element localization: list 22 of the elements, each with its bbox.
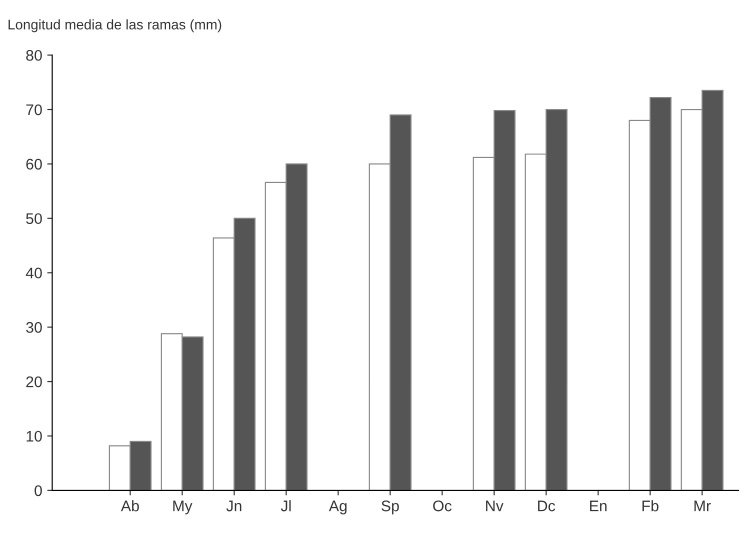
y-tick-label: 80 [26, 50, 42, 61]
x-tick-label: My [173, 500, 192, 514]
y-tick-label: 0 [34, 485, 42, 496]
y-tick-label: 70 [26, 104, 42, 116]
x-tick-label: Jl [280, 500, 291, 512]
x-tick-label: En [590, 500, 607, 512]
y-tick-label: 60 [26, 158, 42, 170]
x-tick-label: Jn [226, 500, 242, 512]
y-tick-label: 30 [26, 322, 42, 333]
x-tick-label: Dc [538, 500, 556, 512]
y-tick-label: 40 [26, 268, 42, 278]
x-tick-label: Sp [382, 500, 399, 514]
y-tick-label: 10 [26, 430, 42, 442]
y-tick-label: 50 [26, 213, 42, 224]
y-tick-label: 20 [26, 376, 42, 388]
x-tick-label: Ag [328, 500, 347, 514]
x-tick-label: Nv [486, 500, 504, 512]
x-tick-label: Fb [642, 500, 658, 512]
x-tick-label: Mr [694, 500, 711, 512]
y-axis-title: Longitud media de las ramas (mm) [8, 19, 222, 32]
x-tick-label: Oc [433, 500, 452, 512]
x-tick-label: Ab [120, 500, 139, 512]
